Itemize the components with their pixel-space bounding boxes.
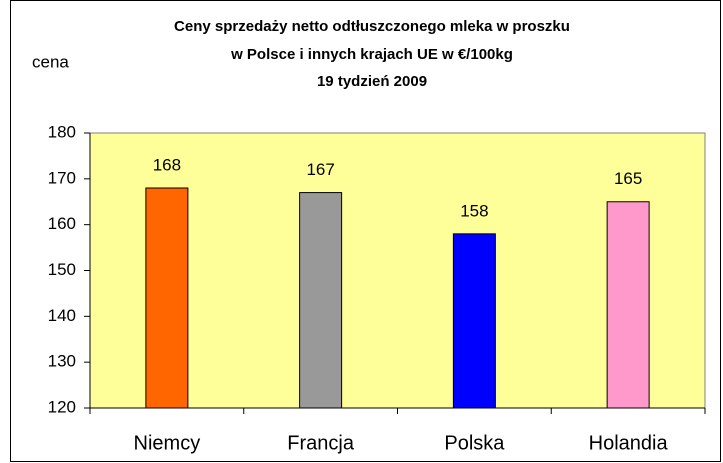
y-tick-label: 130 [48,352,76,371]
chart-title: Ceny sprzedaży netto odtłuszczonego mlek… [174,18,570,35]
y-tick-label: 170 [48,168,76,187]
y-tick-label: 180 [48,122,76,141]
y-axis-label: cena [32,52,69,71]
bar [452,233,496,409]
y-tick-label: 120 [48,397,76,416]
y-tick-label: 150 [48,260,76,279]
x-tick-label: Niemcy [134,432,201,454]
y-tick-label: 140 [48,306,76,325]
data-label: 168 [153,155,181,174]
data-label: 165 [614,169,642,188]
chart-title: w Polsce i innych krajach UE w €/100kg [230,46,513,63]
data-label: 167 [306,160,334,179]
bar [299,192,343,409]
x-tick-label: Francja [287,432,355,454]
chart-title: 19 tydzień 2009 [317,73,427,90]
y-tick-label: 160 [48,214,76,233]
data-label: 158 [460,201,488,220]
plot-area [89,132,706,409]
bar [606,201,650,409]
x-tick-label: Polska [444,432,505,454]
bar [145,187,189,409]
x-tick-label: Holandia [589,432,669,454]
